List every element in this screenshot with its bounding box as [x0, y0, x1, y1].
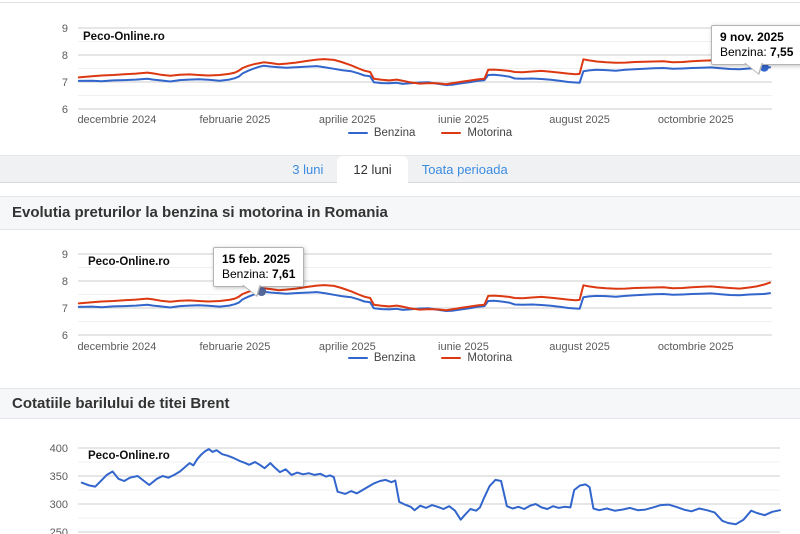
site-watermark: Peco-Online.ro: [88, 256, 170, 268]
site-watermark: Peco-Online.ro: [88, 450, 170, 462]
top-divider: [0, 2, 800, 3]
svg-text:8: 8: [62, 50, 68, 62]
svg-text:aprilie 2025: aprilie 2025: [319, 114, 376, 126]
legend-item-benzina: Benzina: [347, 352, 415, 364]
tooltip-date: 9 nov. 2025: [720, 30, 784, 44]
benzina-line-swatch: [347, 356, 368, 360]
svg-text:august 2025: august 2025: [549, 341, 610, 353]
brent-section-heading: Cotatiile barilului de titei Brent: [0, 388, 800, 419]
svg-text:iunie 2025: iunie 2025: [438, 114, 489, 126]
tooltip-date: 15 feb. 2025: [222, 252, 291, 266]
tooltip-value-row: Benzina: 7,61: [222, 267, 296, 281]
svg-text:250: 250: [50, 527, 68, 534]
tab-3-luni[interactable]: 3 luni: [292, 162, 324, 177]
chart-tooltip: 15 feb. 2025 Benzina: 7,61: [213, 247, 305, 297]
svg-text:februarie 2025: februarie 2025: [199, 114, 270, 126]
svg-text:6: 6: [62, 104, 68, 116]
svg-text:octombrie 2025: octombrie 2025: [658, 341, 734, 353]
chart-legend: Benzina Motorina: [30, 127, 800, 139]
svg-text:8: 8: [62, 276, 68, 288]
benzina-line-swatch: [347, 131, 368, 135]
tooltip-value-row: Benzina: 7,55: [720, 45, 794, 59]
brent-price-chart[interactable]: 250 300 350 400: [0, 425, 800, 534]
svg-text:400: 400: [50, 443, 68, 455]
svg-text:aprilie 2025: aprilie 2025: [319, 341, 376, 353]
period-tabs: 3 luni 12 luni Toata perioada: [0, 155, 800, 187]
fuel-section-heading: Evolutia preturilor la benzina si motori…: [0, 196, 800, 230]
svg-text:octombrie 2025: octombrie 2025: [658, 114, 734, 126]
site-watermark: Peco-Online.ro: [83, 31, 165, 43]
legend-item-benzina: Benzina: [347, 127, 415, 139]
motorina-line-swatch: [441, 131, 462, 135]
tab-12-luni[interactable]: 12 luni: [337, 156, 408, 187]
chart-legend: Benzina Motorina: [30, 352, 800, 364]
fuel-price-chart-section[interactable]: 6 7 8 9 decembrie 2024 februarie 2025 aprilie …: [0, 240, 800, 375]
chart-tooltip: 9 nov. 2025 Benzina: 7,55: [711, 25, 800, 75]
svg-text:decembrie 2024: decembrie 2024: [77, 341, 156, 353]
motorina-line-swatch: [441, 356, 462, 360]
legend-item-motorina: Motorina: [441, 127, 512, 139]
svg-text:7: 7: [62, 77, 68, 89]
legend-item-motorina: Motorina: [441, 352, 512, 364]
svg-text:9: 9: [62, 249, 68, 261]
fuel-price-chart-top[interactable]: 6 7 8 9 decembrie 2024 februarie 2025 aprilie …: [0, 0, 800, 150]
svg-text:6: 6: [62, 330, 68, 342]
svg-text:decembrie 2024: decembrie 2024: [77, 114, 156, 126]
svg-text:300: 300: [50, 499, 68, 511]
svg-text:9: 9: [62, 23, 68, 35]
svg-text:august 2025: august 2025: [549, 114, 610, 126]
svg-text:iunie 2025: iunie 2025: [438, 341, 489, 353]
svg-text:7: 7: [62, 303, 68, 315]
svg-text:350: 350: [50, 471, 68, 483]
svg-text:februarie 2025: februarie 2025: [199, 341, 270, 353]
tab-toata-perioada[interactable]: Toata perioada: [421, 162, 508, 177]
